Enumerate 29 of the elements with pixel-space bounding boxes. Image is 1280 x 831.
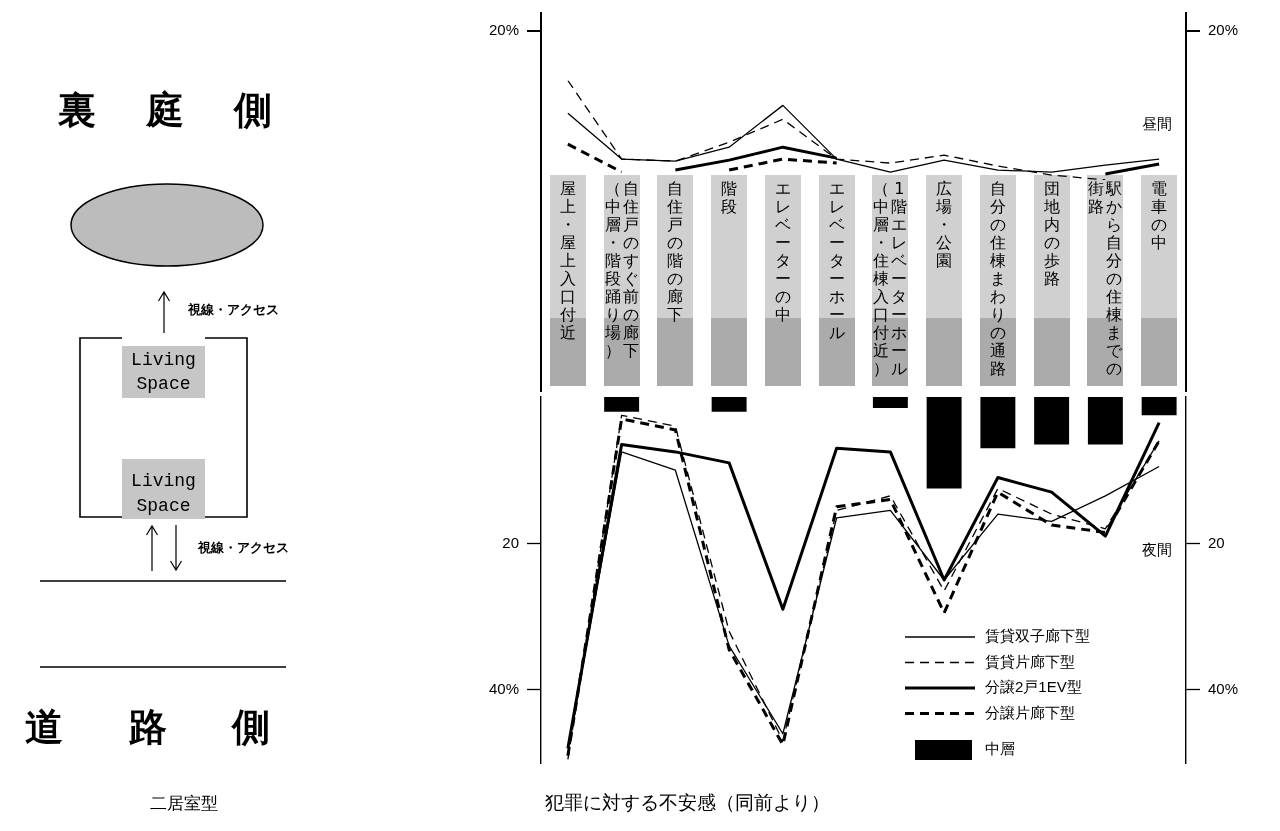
legend-label: 分譲2戸1EV型: [985, 678, 1082, 696]
text: 20%: [1208, 21, 1239, 39]
text: Living Space: [122, 346, 205, 398]
text: 裏庭側: [58, 88, 272, 132]
y2-tick-label: 40%: [1208, 679, 1239, 697]
legend-label: 中層: [985, 740, 1015, 758]
legend-label: 賃貸片廊下型: [985, 652, 1075, 670]
x-tick-label: エレベーターの中: [774, 179, 792, 324]
category-label: エレベーターホール: [828, 179, 845, 342]
x-tick-label: 電車の中: [1150, 179, 1168, 252]
text: Living Space: [122, 459, 205, 519]
text: 二居室型: [150, 793, 218, 813]
x-tick-label: 広場・公園: [935, 179, 953, 270]
annotation: 夜間: [1142, 541, 1172, 559]
annotation: 昼間: [1142, 115, 1172, 133]
text: 視線・アクセス: [198, 540, 289, 556]
y2-tick-label: 20: [1208, 533, 1225, 551]
text: 20%: [488, 21, 519, 39]
legend-label: 賃貸双子廊下型: [985, 627, 1090, 645]
x-tick-label: 自住戸の階の廊下: [666, 179, 684, 324]
text: 道路側: [25, 705, 270, 749]
x-tick-label: 団地内の歩路: [1043, 179, 1061, 288]
category-label: 自住戸のすぐ前の廊下（中層・階段踊り場）: [604, 179, 639, 360]
x-tick-label: 階段: [720, 179, 738, 216]
text: 犯罪に対する不安感（同前より）: [545, 792, 830, 814]
category-label: 自分の住棟まわりの通路: [989, 179, 1006, 378]
category-label: 屋上・屋上入口付近: [559, 179, 576, 342]
legend-label: 分譲片廊下型: [985, 703, 1075, 721]
text: 視線・アクセス: [188, 302, 279, 318]
